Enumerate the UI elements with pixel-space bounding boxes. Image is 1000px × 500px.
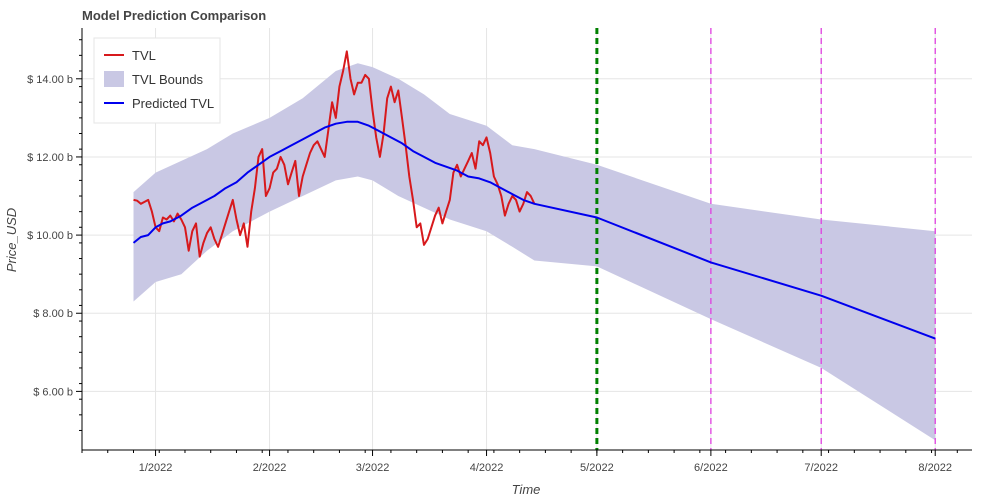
- predicted-series-line: [132, 120, 936, 340]
- legend-swatch-bounds: [104, 71, 124, 87]
- tvl-bounds-band: [133, 63, 936, 441]
- y-tick-label: $ 8.00 b: [33, 308, 73, 320]
- y-tick-label: $ 6.00 b: [33, 386, 73, 398]
- x-tick-label: 7/2022: [804, 462, 838, 474]
- legend-label-bounds: TVL Bounds: [132, 72, 204, 87]
- legend-label-tvl: TVL: [132, 48, 156, 63]
- x-tick-label: 3/2022: [356, 462, 390, 474]
- x-axis-label: Time: [512, 482, 541, 497]
- legend: TVL TVL Bounds Predicted TVL: [93, 37, 221, 124]
- y-tick-label: $ 14.00 b: [27, 74, 73, 86]
- y-tick-label: $ 12.00 b: [27, 152, 73, 164]
- axes: $ 6.00 b $ 8.00 b $ 10.00 b $ 12.00 b $ 14.0…: [27, 28, 972, 474]
- y-tick-label: $ 10.00 b: [27, 230, 73, 242]
- series-lines: [132, 50, 936, 340]
- bounds-band-layer: [133, 63, 936, 441]
- chart-title: Model Prediction Comparison: [82, 8, 266, 23]
- legend-label-predicted: Predicted TVL: [132, 96, 214, 111]
- tvl-series-line: [133, 50, 536, 258]
- x-tick-label: 1/2022: [139, 462, 173, 474]
- reference-lines: [595, 28, 936, 450]
- x-tick-label: 8/2022: [918, 462, 952, 474]
- x-tick-label: 5/2022: [580, 462, 614, 474]
- x-tick-label: 6/2022: [694, 462, 728, 474]
- x-tick-label: 2/2022: [253, 462, 287, 474]
- y-axis-label: Price_USD: [4, 208, 19, 272]
- x-tick-label: 4/2022: [470, 462, 504, 474]
